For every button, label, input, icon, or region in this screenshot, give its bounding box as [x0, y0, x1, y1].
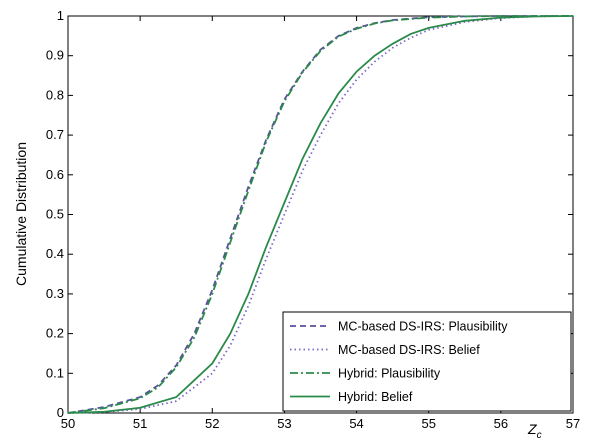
y-tick-label: 0.2 — [46, 326, 64, 341]
x-axis-label-main: Z — [527, 421, 537, 437]
x-axis-label: Zc — [527, 421, 542, 441]
series-line-4 — [67, 15, 574, 414]
y-tick-label: 0.5 — [46, 207, 64, 222]
x-tick-label: 52 — [205, 416, 219, 431]
x-tick-label: 54 — [349, 416, 363, 431]
x-axis: 50 51 52 53 54 55 56 57 — [61, 16, 580, 431]
legend-label-1: MC-based DS-IRS: Plausibility — [338, 320, 508, 334]
series-lines — [67, 15, 574, 414]
legend-box — [282, 311, 572, 412]
y-tick-label: 0.7 — [46, 127, 64, 142]
y-tick-label: 0 — [57, 405, 64, 420]
y-axis: 0 0.1 0.2 0.3 0.4 0.5 0.6 0.7 0.8 0.9 1 — [46, 8, 573, 420]
x-tick-label: 57 — [566, 416, 580, 431]
series-line-3 — [67, 15, 573, 414]
legend-label-4: Hybrid: Belief — [338, 390, 413, 404]
y-tick-label: 0.6 — [46, 167, 64, 182]
x-tick-label: 53 — [277, 416, 291, 431]
legend: MC-based DS-IRS: Plausibility MC-based DS… — [282, 311, 572, 412]
y-tick-label: 0.8 — [46, 87, 64, 102]
y-axis-label: Cumulative Distribution — [13, 142, 29, 286]
x-tick-label: 50 — [61, 416, 75, 431]
y-tick-label: 0.9 — [46, 48, 64, 63]
series-line-1 — [67, 15, 573, 414]
legend-label-3: Hybrid: Plausibility — [338, 367, 441, 381]
y-tick-label: 1 — [57, 8, 64, 23]
x-tick-label: 55 — [421, 416, 435, 431]
y-tick-label: 0.1 — [46, 365, 64, 380]
y-tick-label: 0.4 — [46, 246, 64, 261]
y-tick-label: 0.3 — [46, 286, 64, 301]
x-tick-label: 56 — [494, 416, 508, 431]
x-tick-label: 51 — [133, 416, 147, 431]
x-axis-label-sub: c — [537, 430, 542, 441]
legend-label-2: MC-based DS-IRS: Belief — [338, 343, 480, 357]
